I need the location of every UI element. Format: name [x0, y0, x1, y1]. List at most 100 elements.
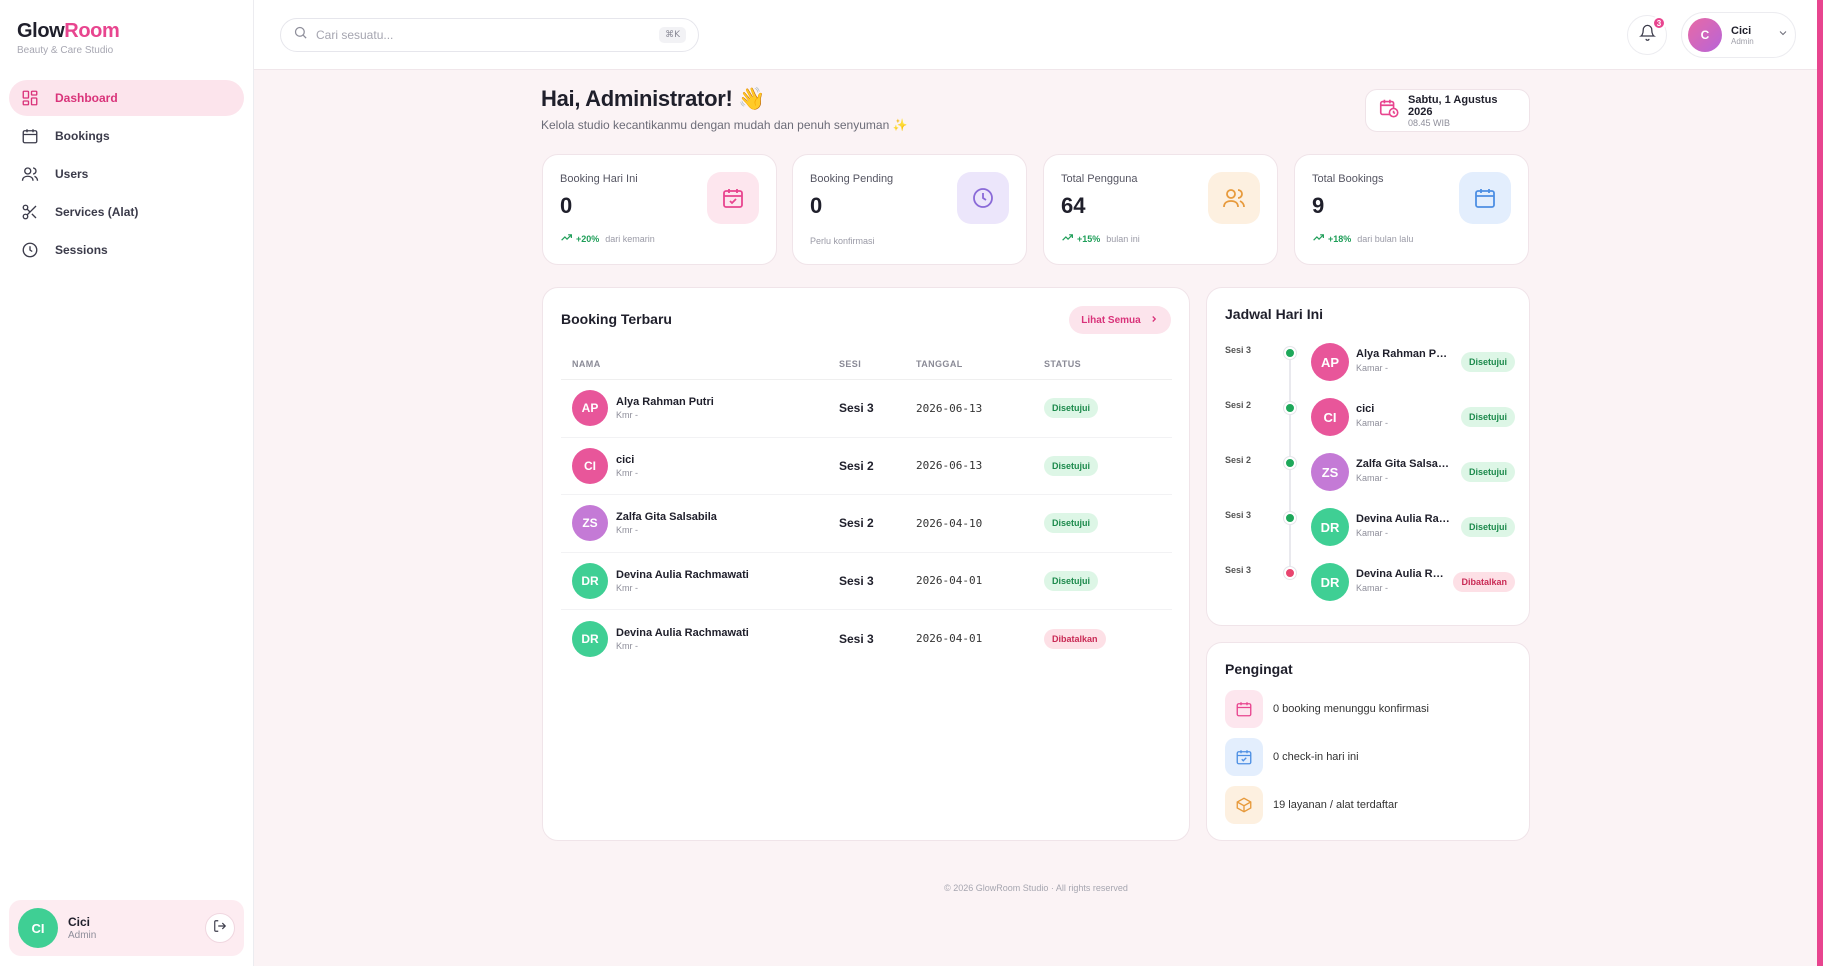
date-text: Sabtu, 1 Agustus 2026: [1408, 93, 1498, 118]
booking-session: Sesi 2: [839, 516, 874, 531]
schedule-name: cici: [1356, 403, 1375, 415]
reminder-text: 0 booking menunggu konfirmasi: [1273, 703, 1429, 715]
booking-name: Alya Rahman Putri: [616, 396, 714, 409]
table-row[interactable]: DR Devina Aulia Rachmawati Kmr - Sesi 3 20…: [561, 553, 1172, 610]
greeting: Hai, Administrator! 👋 Kelola studio keca…: [541, 86, 908, 132]
trend-up-icon: [1312, 231, 1325, 246]
avatar: AP: [1311, 343, 1349, 381]
schedule-item[interactable]: Sesi 3 DR Devina Aulia Rachmawati Kamar -…: [1225, 508, 1515, 563]
card-title: Jadwal Hari Ini: [1225, 306, 1324, 322]
schedule-session: Sesi 3: [1225, 565, 1252, 575]
col-header-session: SESI: [839, 358, 862, 369]
sidebar-item-sessions[interactable]: Sessions: [9, 232, 244, 268]
see-all-button[interactable]: Lihat Semua: [1069, 306, 1171, 334]
avatar: C: [1688, 18, 1722, 52]
booking-date: 2026-04-01: [916, 632, 983, 646]
stat-note: dari bulan lalu: [1357, 233, 1414, 244]
table-row[interactable]: CI cici Kmr - Sesi 2 2026-06-13 Disetujui: [561, 438, 1172, 495]
avatar: DR: [1311, 508, 1349, 546]
table-row[interactable]: ZS Zalfa Gita Salsabila Kmr - Sesi 2 2026-…: [561, 495, 1172, 553]
window-edge: [1817, 0, 1823, 966]
time-text: 08.45 WIB: [1408, 117, 1451, 128]
booking-name: Devina Aulia Rachmawati: [616, 568, 749, 581]
stat-note: dari kemarin: [605, 233, 655, 244]
stat-label: Booking Hari Ini: [560, 173, 638, 185]
sidebar-item-bookings[interactable]: Bookings: [9, 118, 244, 154]
table-row[interactable]: AP Alya Rahman Putri Kmr - Sesi 3 2026-06-…: [561, 380, 1172, 438]
calendar-icon: [21, 127, 39, 145]
stat-card-total-bookings: Total Bookings 9 +18% dari bulan lalu: [1294, 154, 1529, 265]
avatar: DR: [1311, 563, 1349, 601]
schedule-session: Sesi 3: [1225, 345, 1252, 355]
stat-note: Perlu konfirmasi: [810, 236, 875, 246]
schedule-name: Alya Rahman Putri: [1356, 348, 1451, 360]
trend-up-icon: [560, 231, 573, 246]
schedule-room: Kamar -: [1356, 583, 1389, 593]
stat-note: bulan ini: [1106, 233, 1140, 244]
status-badge: Dibatalkan: [1044, 628, 1106, 649]
brand[interactable]: GlowRoom Beauty & Care Studio: [17, 20, 120, 56]
reminder-item[interactable]: 0 check-in hari ini: [1225, 738, 1359, 776]
notification-badge: 3: [1652, 16, 1666, 30]
chevron-right-icon: [1149, 314, 1159, 327]
timeline-dot: [1284, 457, 1296, 469]
stat-percent: +18%: [1328, 233, 1352, 244]
stat-trend: +18% dari bulan lalu: [1312, 231, 1413, 246]
table-row[interactable]: DR Devina Aulia Rachmawati Kmr - Sesi 3 20…: [561, 610, 1172, 668]
reminder-text: 19 layanan / alat terdaftar: [1273, 799, 1398, 811]
reminder-text: 0 check-in hari ini: [1273, 751, 1359, 763]
stat-card-bookings-today: Booking Hari Ini 0 +20% dari kemarin: [542, 154, 777, 265]
notification-button[interactable]: 3: [1627, 15, 1667, 55]
stat-percent: +20%: [576, 233, 600, 244]
table-header: NAMA SESI TANGGAL STATUS: [561, 348, 1172, 380]
brand-tagline: Beauty & Care Studio: [17, 45, 114, 56]
reminder-item[interactable]: 0 booking menunggu konfirmasi: [1225, 690, 1429, 728]
sidebar-nav: Dashboard Bookings Users Services (Alat)…: [9, 80, 244, 270]
col-header-status: STATUS: [1044, 358, 1082, 369]
col-header-name: NAMA: [572, 358, 601, 369]
booking-session: Sesi 3: [839, 401, 874, 416]
sidebar-item-services[interactable]: Services (Alat): [9, 194, 244, 230]
schedule-item[interactable]: Sesi 2 ZS Zalfa Gita Salsabila Kamar - Di…: [1225, 453, 1515, 508]
timeline-dot: [1284, 402, 1296, 414]
logout-button[interactable]: [205, 913, 235, 943]
schedule-timeline: Sesi 3 AP Alya Rahman Putri Kamar - Diset…: [1225, 343, 1515, 618]
schedule-session: Sesi 2: [1225, 400, 1252, 410]
schedule-item[interactable]: Sesi 3 AP Alya Rahman Putri Kamar - Diset…: [1225, 343, 1515, 398]
booking-room: Kmr -: [616, 467, 638, 478]
page-title: Hai, Administrator! 👋: [541, 86, 766, 111]
footer-copyright: © 2026 GlowRoom Studio · All rights rese…: [944, 883, 1128, 893]
booking-date: 2026-04-01: [916, 574, 983, 588]
sidebar-item-dashboard[interactable]: Dashboard: [9, 80, 244, 116]
clock-icon: [957, 172, 1009, 224]
booking-room: Kmr -: [616, 640, 638, 651]
reminder-item[interactable]: 19 layanan / alat terdaftar: [1225, 786, 1398, 824]
clock-icon: [21, 241, 39, 259]
search-input[interactable]: [316, 28, 660, 42]
page-subtitle: Kelola studio kecantikanmu dengan mudah …: [541, 118, 908, 132]
profile-menu[interactable]: C Cici Admin: [1681, 12, 1796, 58]
user-role: Admin: [68, 930, 97, 941]
stat-percent: +15%: [1077, 233, 1101, 244]
booking-name: Zalfa Gita Salsabila: [616, 511, 717, 524]
status-badge: Disetujui: [1460, 517, 1515, 537]
status-badge: Disetujui: [1460, 462, 1515, 482]
bookings-table: NAMA SESI TANGGAL STATUS AP Alya Rahman P…: [561, 348, 1172, 668]
recent-bookings-card: Booking Terbaru Lihat Semua NAMA SESI TA…: [542, 287, 1190, 841]
booking-date: 2026-06-13: [916, 459, 983, 473]
sidebar-item-users[interactable]: Users: [9, 156, 244, 192]
schedule-item[interactable]: Sesi 2 CI cici Kamar - Disetujui: [1225, 398, 1515, 453]
profile-name: Cici: [1731, 24, 1752, 37]
search-bar[interactable]: ⌘K: [280, 18, 699, 52]
reminders-card: Pengingat 0 booking menunggu konfirmasi …: [1206, 642, 1530, 841]
bell-icon: [1638, 24, 1656, 46]
schedule-item[interactable]: Sesi 3 DR Devina Aulia Rachmawati Kamar -…: [1225, 563, 1515, 618]
stat-value: 0: [560, 193, 573, 218]
avatar: DR: [572, 620, 608, 657]
user-name: Cici: [68, 915, 91, 929]
booking-room: Kmr -: [616, 582, 638, 593]
topbar: ⌘K 3 C Cici Admin: [254, 0, 1817, 70]
trend-up-icon: [1061, 231, 1074, 246]
box-icon: [1225, 786, 1263, 824]
calendar-clock-icon: [1378, 97, 1400, 124]
